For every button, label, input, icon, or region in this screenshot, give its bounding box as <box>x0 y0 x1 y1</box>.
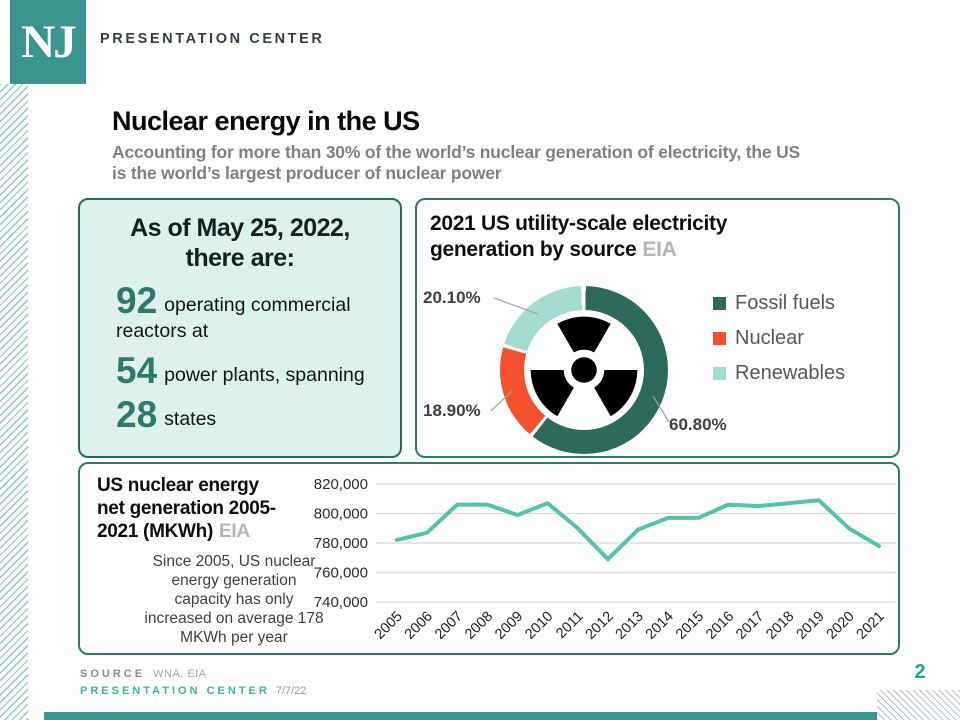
stat-states-value: 28 <box>116 394 158 435</box>
nuclear-label: Nuclear <box>735 327 804 349</box>
svg-text:820,000: 820,000 <box>314 476 368 493</box>
stats-card-title: As of May 25, 2022, there are: <box>80 213 400 273</box>
label-nuclear-pct: 18.90% <box>423 401 481 420</box>
renewables-label: Renewables <box>735 362 846 384</box>
fossil-fuels-swatch <box>713 297 726 310</box>
svg-text:2007: 2007 <box>432 609 466 643</box>
bottom-teal-bar <box>44 712 877 720</box>
svg-text:2016: 2016 <box>703 609 737 643</box>
svg-text:800,000: 800,000 <box>314 506 368 523</box>
svg-text:2011: 2011 <box>553 609 586 642</box>
page-subtitle: Accounting for more than 30% of the worl… <box>112 142 800 183</box>
donut-chart <box>500 286 668 454</box>
svg-text:740,000: 740,000 <box>314 594 368 611</box>
stat-reactors-value: 92 <box>116 280 158 321</box>
svg-text:2015: 2015 <box>673 609 707 643</box>
svg-text:780,000: 780,000 <box>314 535 368 552</box>
donut-chart-title: 2021 US utility-scale electricity genera… <box>430 211 830 263</box>
stats-card: As of May 25, 2022, there are: 92 operati… <box>78 198 402 458</box>
svg-text:2019: 2019 <box>793 609 827 643</box>
stats-card-title-line-2: there are: <box>185 244 295 272</box>
stat-states-label: states <box>164 408 217 430</box>
stat-states: 28 states <box>116 396 398 433</box>
page-subtitle-line-2: is the world’s largest producer of nucle… <box>112 162 502 183</box>
presentation-center-brand: PRESENTATION CENTER <box>100 31 325 47</box>
svg-text:2006: 2006 <box>402 609 436 643</box>
footer-brand: PRESENTATION CENTER 7/7/22 <box>80 685 306 697</box>
svg-text:2014: 2014 <box>643 609 677 643</box>
svg-text:760,000: 760,000 <box>314 565 368 582</box>
stat-plants-label: power plants, spanning <box>164 364 365 386</box>
nj-logo: NJ <box>10 0 86 84</box>
line-chart-note: Since 2005, US nuclear energy generation… <box>144 553 324 646</box>
line-chart: 820,000800,000780,000760,000740,00020052… <box>314 476 896 643</box>
radiation-icon <box>526 316 642 420</box>
stat-plants-value: 54 <box>116 350 158 391</box>
stats-card-title-line-1: As of May 25, 2022, <box>130 214 350 242</box>
line-chart-card: US nuclear energy net generation 2005- 2… <box>78 462 900 655</box>
label-renewables-pct: 20.10% <box>423 288 481 307</box>
page-number: 2 <box>914 661 926 683</box>
source-value: WNA, EIA <box>153 668 207 680</box>
stats-list: 92 operating commercial reactors at 54 pow… <box>116 282 398 433</box>
page-subtitle-line-1: Accounting for more than 30% of the worl… <box>112 142 800 162</box>
svg-text:2021: 2021 <box>854 609 888 643</box>
fossil-fuels-label: Fossil fuels <box>735 292 836 314</box>
page-title: Nuclear energy in the US <box>112 106 420 136</box>
renewables-swatch <box>713 367 726 380</box>
svg-text:2008: 2008 <box>462 609 496 643</box>
label-fossil-pct: 60.80% <box>669 415 727 434</box>
footer-date: 7/7/22 <box>275 685 307 697</box>
donut-chart-title-line-1: 2021 US utility-scale electricity <box>430 212 728 235</box>
svg-text:2005: 2005 <box>372 609 406 643</box>
nj-logo-text: NJ <box>21 16 76 68</box>
svg-text:2012: 2012 <box>583 609 617 643</box>
donut-chart-card: 2021 US utility-scale electricity genera… <box>415 198 900 458</box>
left-hatch-decoration <box>0 84 28 720</box>
stat-plants: 54 power plants, spanning <box>116 352 398 389</box>
line-chart-info: US nuclear energy net generation 2005- 2… <box>97 474 371 647</box>
donut-chart-source: EIA <box>642 238 677 261</box>
bottom-right-hatch-decoration <box>877 690 960 720</box>
footer-source: SOURCE WNA, EIA <box>80 668 207 680</box>
line-chart-source: EIA <box>219 521 250 542</box>
svg-text:2017: 2017 <box>733 609 767 643</box>
donut-legend: Fossil fuels Nuclear Renewables <box>713 292 845 397</box>
svg-text:2013: 2013 <box>613 609 647 643</box>
svg-text:2009: 2009 <box>492 609 526 643</box>
footer-brand-label: PRESENTATION CENTER <box>80 685 270 697</box>
legend-item-renewables: Renewables <box>713 362 845 385</box>
source-label: SOURCE <box>80 668 146 680</box>
svg-text:2018: 2018 <box>763 609 797 643</box>
donut-chart-title-line-2: generation by source EIA <box>430 238 677 261</box>
svg-text:2010: 2010 <box>522 609 556 643</box>
stat-reactors-label: operating commercial reactors at <box>116 294 351 342</box>
nuclear-swatch <box>713 332 726 345</box>
legend-item-fossil-fuels: Fossil fuels <box>713 292 845 315</box>
svg-text:2020: 2020 <box>824 609 858 643</box>
stat-reactors: 92 operating commercial reactors at <box>116 282 398 344</box>
line-chart-title: US nuclear energy net generation 2005- 2… <box>97 475 276 542</box>
legend-item-nuclear: Nuclear <box>713 327 845 350</box>
